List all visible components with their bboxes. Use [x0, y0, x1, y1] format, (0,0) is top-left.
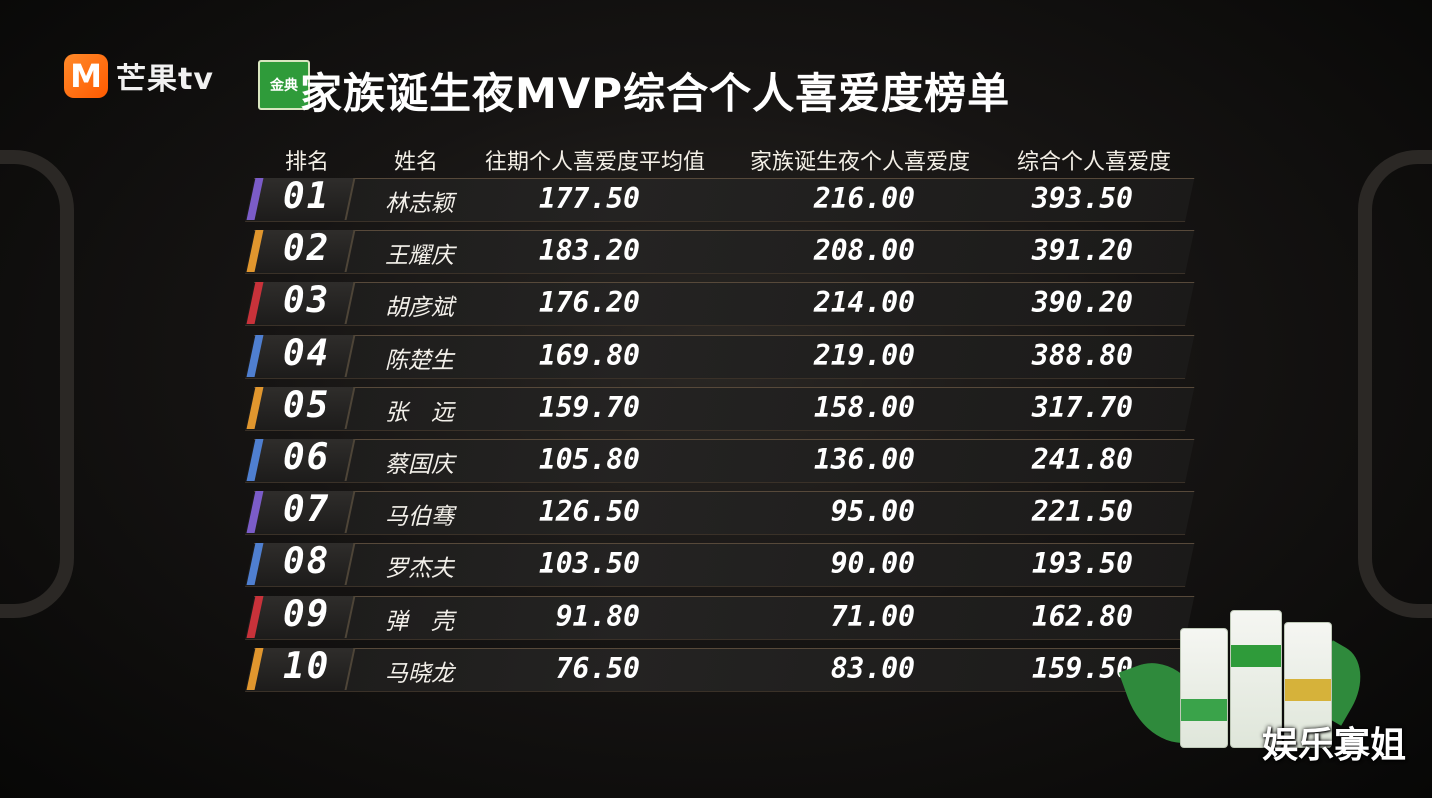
- table-row: 06 蔡国庆 105.80 136.00 241.80: [245, 437, 1195, 483]
- table-row: 10 马晓龙 76.50 83.00 159.50: [245, 646, 1195, 692]
- total-value: 193.50: [1031, 547, 1133, 580]
- prev-avg-value: 126.50: [538, 495, 640, 528]
- contestant-name: 蔡国庆: [385, 452, 454, 478]
- milk-carton: [1230, 610, 1282, 748]
- birth-night-value: 83.00: [830, 652, 915, 685]
- prev-avg-value: 103.50: [538, 547, 640, 580]
- sponsor-product-ad: [1118, 610, 1377, 758]
- column-header-total: 综合个人喜爱度: [1017, 150, 1172, 175]
- table-row: 08 罗杰夫 103.50 90.00 193.50: [245, 541, 1195, 587]
- column-header-rank: 排名: [285, 150, 330, 175]
- birth-night-value: 136.00: [813, 443, 915, 476]
- table-row: 07 马伯骞 126.50 95.00 221.50: [245, 489, 1195, 535]
- birth-night-value: 214.00: [813, 286, 915, 319]
- rank-number: 08: [283, 541, 331, 582]
- total-value: 162.80: [1031, 600, 1133, 633]
- birth-night-value: 95.00: [830, 495, 915, 528]
- prev-avg-value: 76.50: [555, 652, 640, 685]
- birth-night-value: 90.00: [830, 547, 915, 580]
- sponsor-logo-text: 金典: [270, 78, 298, 94]
- rank-number: 03: [283, 280, 331, 321]
- prev-avg-value: 177.50: [538, 182, 640, 215]
- left-decorative-frame: [0, 150, 74, 618]
- watermark: 娱乐寡姐: [1261, 725, 1406, 766]
- rank-number: 04: [283, 333, 331, 374]
- table-row: 02 王耀庆 183.20 208.00 391.20: [245, 228, 1195, 274]
- table-row: 03 胡彦斌 176.20 214.00 390.20: [245, 280, 1195, 326]
- total-value: 159.50: [1031, 652, 1133, 685]
- rank-number: 07: [283, 489, 331, 530]
- contestant-name: 王耀庆: [385, 243, 454, 269]
- mango-logo-icon: M: [64, 54, 108, 98]
- prev-avg-value: 91.80: [555, 600, 640, 633]
- milk-carton: [1284, 622, 1332, 748]
- birth-night-value: 158.00: [813, 391, 915, 424]
- contestant-name: 张 远: [385, 400, 454, 426]
- contestant-name: 马伯骞: [385, 504, 454, 530]
- total-value: 221.50: [1031, 495, 1133, 528]
- birth-night-value: 216.00: [813, 182, 915, 215]
- rank-number: 01: [283, 176, 331, 217]
- total-value: 388.80: [1031, 339, 1133, 372]
- sponsor-logo: 金典: [258, 60, 310, 110]
- rank-number: 05: [283, 385, 331, 426]
- contestant-name: 林志颖: [385, 191, 454, 217]
- contestant-name: 胡彦斌: [385, 295, 454, 321]
- column-header-prev-avg: 往期个人喜爱度平均值: [485, 150, 706, 175]
- table-row: 04 陈楚生 169.80 219.00 388.80: [245, 333, 1195, 379]
- contestant-name: 弹 壳: [385, 609, 454, 635]
- birth-night-value: 71.00: [830, 600, 915, 633]
- total-value: 390.20: [1031, 286, 1133, 319]
- contestant-name: 马晓龙: [385, 661, 454, 687]
- rank-number: 10: [283, 646, 331, 687]
- table-header: 排名 姓名 往期个人喜爱度平均值 家族诞生夜个人喜爱度 综合个人喜爱度: [0, 144, 1432, 175]
- milk-carton: [1180, 628, 1228, 748]
- column-header-name: 姓名: [394, 150, 439, 175]
- prev-avg-value: 169.80: [538, 339, 640, 372]
- prev-avg-value: 105.80: [538, 443, 640, 476]
- rank-number: 06: [283, 437, 331, 478]
- total-value: 317.70: [1031, 391, 1133, 424]
- birth-night-value: 208.00: [813, 234, 915, 267]
- logo-text: 芒果tv: [116, 62, 214, 97]
- prev-avg-value: 159.70: [538, 391, 640, 424]
- rank-number: 09: [283, 594, 331, 635]
- table-row: 01 林志颖 177.50 216.00 393.50: [245, 176, 1195, 222]
- column-header-birth-night: 家族诞生夜个人喜爱度: [750, 150, 971, 175]
- birth-night-value: 219.00: [813, 339, 915, 372]
- contestant-name: 陈楚生: [385, 348, 454, 374]
- table-row: 09 弹 壳 91.80 71.00 162.80: [245, 594, 1195, 640]
- total-value: 393.50: [1031, 182, 1133, 215]
- prev-avg-value: 183.20: [538, 234, 640, 267]
- page-title: 家族诞生夜MVP综合个人喜爱度榜单: [300, 69, 1011, 118]
- rank-number: 02: [283, 228, 331, 269]
- table-row: 05 张 远 159.70 158.00 317.70: [245, 385, 1195, 431]
- prev-avg-value: 176.20: [538, 286, 640, 319]
- contestant-name: 罗杰夫: [385, 556, 454, 582]
- total-value: 241.80: [1031, 443, 1133, 476]
- right-decorative-frame: [1358, 150, 1432, 618]
- mango-tv-logo: M 芒果tv: [64, 54, 214, 98]
- total-value: 391.20: [1031, 234, 1133, 267]
